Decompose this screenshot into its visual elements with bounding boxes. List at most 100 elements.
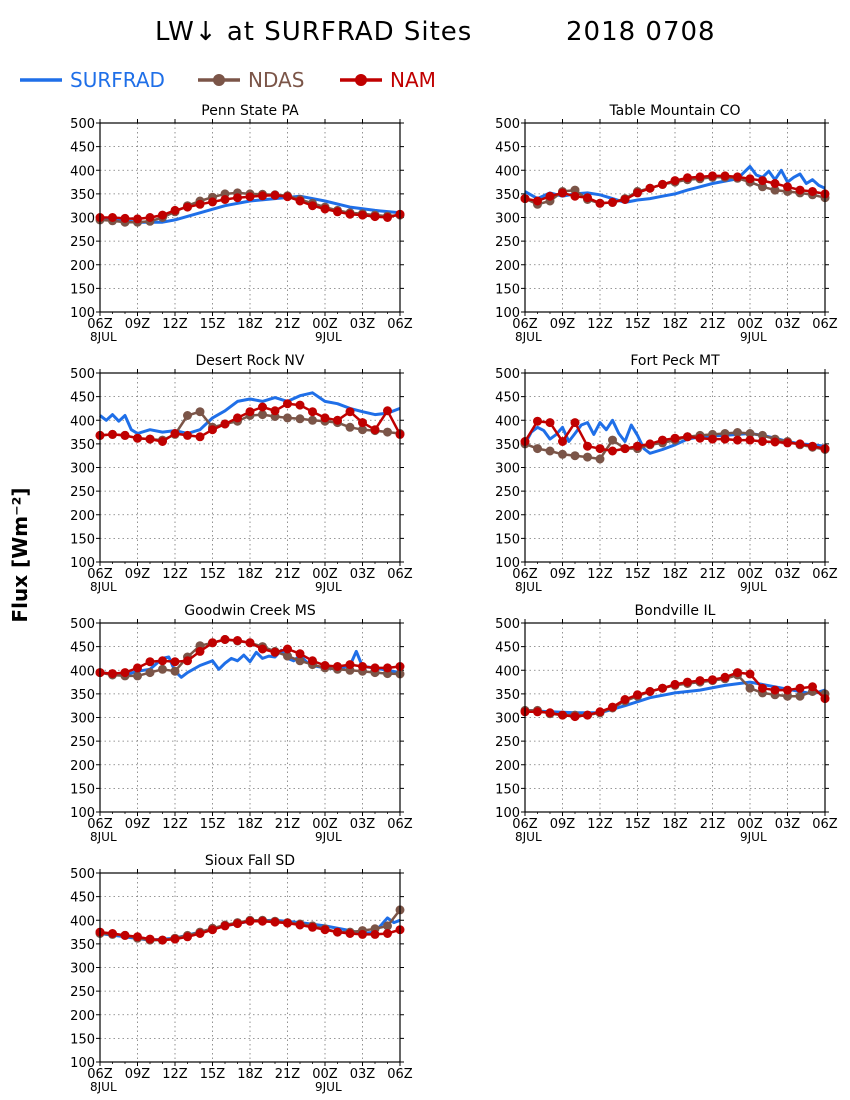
data-point <box>645 183 655 193</box>
data-point <box>170 666 180 676</box>
data-point <box>708 434 717 444</box>
panel-title: Penn State PA <box>201 103 299 119</box>
series-nam <box>520 668 830 722</box>
x-tick-label: 06Z <box>387 567 413 582</box>
y-tick-label: 350 <box>495 188 520 203</box>
data-point <box>183 656 192 666</box>
y-tick-label: 250 <box>495 735 520 750</box>
plot-frame <box>99 622 401 813</box>
data-point <box>608 435 617 445</box>
data-point <box>270 190 280 200</box>
data-point <box>758 683 767 693</box>
x-tick-label: 00Z <box>312 817 338 832</box>
data-point <box>345 422 355 432</box>
data-point <box>720 171 730 181</box>
data-point <box>145 434 155 444</box>
x-tick-label: 12Z <box>162 567 188 582</box>
panel-table-mountain-co: Table Mountain CO 100 150 200 250 300 350 400 45… <box>495 103 838 344</box>
data-point <box>320 204 330 214</box>
data-point <box>345 929 355 938</box>
data-point <box>595 454 605 464</box>
y-tick-label: 400 <box>495 664 520 679</box>
x-tick-label: 18Z <box>662 317 688 332</box>
data-point <box>558 188 567 198</box>
x-tick-label: 21Z <box>275 567 301 582</box>
plot-frame <box>99 122 401 313</box>
data-point <box>620 695 630 704</box>
data-point <box>595 707 605 717</box>
x-tick-label: 09Z <box>125 317 151 332</box>
data-point <box>608 197 617 207</box>
x-tick-label: 15Z <box>625 567 651 582</box>
panel-bondville-il: Bondville IL 100 150 200 250 300 350 400 450 500 0… <box>495 603 838 844</box>
data-point <box>570 191 580 201</box>
data-point <box>258 644 267 654</box>
data-point <box>195 646 205 656</box>
x-tick-label: 06Z <box>812 817 838 832</box>
x-tick-label: 12Z <box>162 317 188 332</box>
data-point <box>770 437 780 447</box>
panels: Penn State PA 100 150 200 250 300 350 400 450 500… <box>70 103 838 1094</box>
data-point <box>370 425 380 435</box>
data-point <box>170 934 180 944</box>
data-point <box>558 437 567 446</box>
y-tick-label: 200 <box>70 759 95 774</box>
figure-date: 2018 0708 <box>566 17 716 47</box>
data-point <box>195 407 205 417</box>
legend-item-ndas: NDAS <box>198 68 304 92</box>
data-point <box>683 432 692 442</box>
figure-title: LW↓ at SURFRAD Sites <box>155 17 472 47</box>
y-tick-label: 400 <box>70 914 95 929</box>
data-point <box>333 415 342 425</box>
x-tick-label: 15Z <box>200 817 226 832</box>
data-point <box>270 406 280 416</box>
data-point <box>670 679 680 689</box>
data-point <box>670 176 680 186</box>
data-point <box>383 929 392 938</box>
data-point <box>733 668 742 678</box>
series-surfrad <box>524 680 826 715</box>
data-point <box>333 207 342 217</box>
data-point <box>258 402 267 412</box>
y-tick-label: 500 <box>70 617 95 632</box>
y-tick-label: 200 <box>495 509 520 524</box>
data-point <box>108 429 117 439</box>
x-date-label: 8JUL <box>90 1080 117 1094</box>
data-point <box>120 213 130 223</box>
x-tick-label: 12Z <box>587 317 613 332</box>
data-point <box>320 925 330 935</box>
y-tick-label: 500 <box>495 367 520 382</box>
data-point <box>595 444 605 454</box>
data-point <box>370 212 380 222</box>
data-point <box>533 707 542 717</box>
data-point <box>145 657 155 667</box>
data-point <box>758 437 767 446</box>
data-point <box>645 439 655 449</box>
data-point <box>133 663 142 673</box>
data-point <box>208 197 217 207</box>
x-tick-label: 21Z <box>275 1067 301 1082</box>
data-point <box>133 932 142 942</box>
data-point <box>258 191 267 201</box>
plot-frame <box>524 122 826 313</box>
data-point <box>795 439 805 449</box>
x-tick-label: 21Z <box>275 817 301 832</box>
data-point <box>808 682 817 692</box>
data-point <box>233 919 242 929</box>
x-tick-label: 18Z <box>237 1067 263 1082</box>
x-tick-label: 06Z <box>87 1067 113 1082</box>
y-tick-label: 450 <box>495 141 520 156</box>
y-tick-label: 250 <box>70 735 95 750</box>
data-point <box>283 644 292 654</box>
data-point <box>308 656 317 666</box>
y-tick-label: 500 <box>70 367 95 382</box>
data-point <box>320 661 330 670</box>
panel-title: Desert Rock NV <box>196 353 305 369</box>
data-point <box>158 437 167 446</box>
data-point <box>245 638 255 648</box>
y-tick-label: 450 <box>70 891 95 906</box>
x-tick-label: 06Z <box>87 567 113 582</box>
data-point <box>220 419 230 429</box>
data-point <box>183 411 192 420</box>
data-point <box>308 201 317 211</box>
